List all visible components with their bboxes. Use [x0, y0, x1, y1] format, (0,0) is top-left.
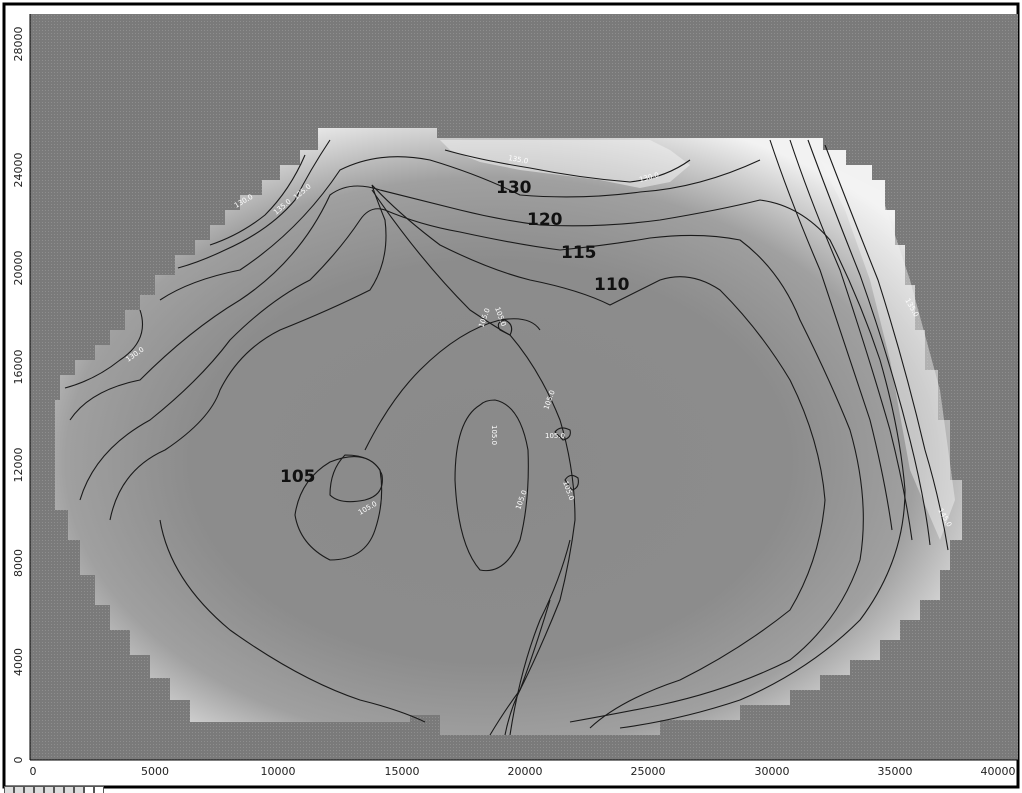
contour-value-labels: 130 120 115 110 105 — [280, 178, 630, 487]
small-label: 105.0 — [490, 425, 498, 445]
high-value-patch-north — [440, 140, 690, 188]
x-tick-label: 10000 — [261, 765, 296, 778]
sheet-tab[interactable] — [14, 786, 24, 793]
y-tick-label: 16000 — [12, 350, 25, 385]
contour-label-120: 120 — [527, 210, 563, 230]
sheet-tab[interactable] — [44, 786, 54, 793]
contour-label-130: 130 — [496, 178, 532, 198]
y-axis-ticks: 0 4000 8000 12000 16000 20000 24000 2800… — [12, 27, 25, 764]
sheet-tab[interactable] — [94, 786, 104, 793]
sheet-tab-strip — [4, 786, 104, 793]
sheet-tab[interactable] — [54, 786, 64, 793]
data-field-region — [55, 128, 962, 735]
y-tick-label: 8000 — [12, 549, 25, 577]
y-tick-label: 12000 — [12, 448, 25, 483]
y-tick-label: 28000 — [12, 27, 25, 62]
sheet-tab[interactable] — [4, 786, 14, 793]
sheet-tab[interactable] — [34, 786, 44, 793]
y-tick-label: 0 — [12, 757, 25, 764]
sheet-tab[interactable] — [74, 786, 84, 793]
small-label: 105.0 — [545, 432, 565, 440]
x-tick-label: 15000 — [385, 765, 420, 778]
y-tick-label: 4000 — [12, 648, 25, 676]
contour-label-105: 105 — [280, 467, 316, 487]
sheet-tab[interactable] — [64, 786, 74, 793]
sheet-tab[interactable] — [24, 786, 34, 793]
x-tick-label: 20000 — [508, 765, 543, 778]
y-tick-label: 24000 — [12, 153, 25, 188]
y-tick-label: 20000 — [12, 251, 25, 286]
contour-label-110: 110 — [594, 275, 630, 295]
x-axis-ticks: 0 5000 10000 15000 20000 25000 30000 350… — [30, 765, 1016, 778]
x-tick-label: 5000 — [141, 765, 169, 778]
small-label: 135.0 — [508, 154, 529, 165]
x-tick-label: 0 — [30, 765, 37, 778]
sheet-tab[interactable] — [84, 786, 94, 793]
x-tick-label: 25000 — [631, 765, 666, 778]
contour-lines — [64, 139, 949, 736]
x-tick-label: 30000 — [755, 765, 790, 778]
x-tick-label: 40000 — [981, 765, 1016, 778]
high-value-patch-east — [820, 160, 955, 540]
contour-label-115: 115 — [561, 243, 597, 263]
x-tick-label: 35000 — [878, 765, 913, 778]
